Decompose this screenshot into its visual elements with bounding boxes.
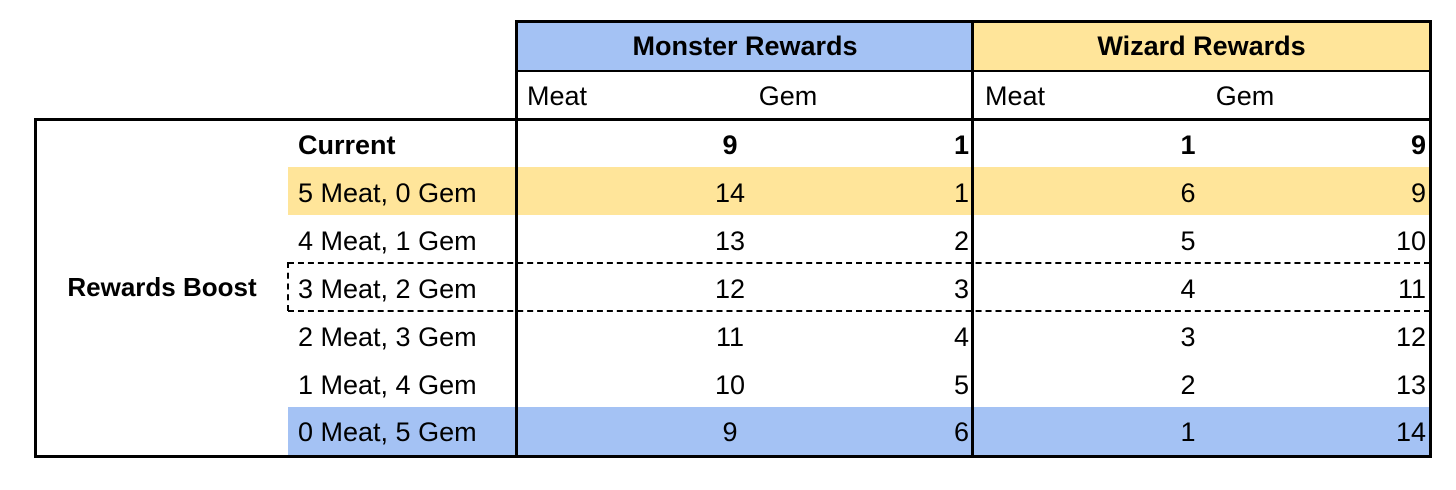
table-left-border [34,118,37,458]
wizard-meat-value: 2 [1180,369,1196,400]
monster-gem-value: 2 [953,225,969,256]
monster-gem-value: 1 [953,129,969,160]
row-label: 1 Meat, 4 Gem [298,369,477,400]
wizard-meat-value: 1 [1180,416,1196,447]
wizard-gem-value: 11 [1397,273,1426,304]
wizard-gem-value: 10 [1395,225,1426,256]
dashed-row-left-border [287,262,289,311]
wizard-meat-value: 1 [1180,129,1196,160]
row-label: 0 Meat, 5 Gem [298,416,477,447]
monster-meat-value: 13 [714,225,746,256]
wizard-meat-value: 6 [1180,177,1196,208]
row-label: 5 Meat, 0 Gem [298,177,477,208]
wizard-gem-value: 13 [1395,369,1426,400]
row-highlight-yellow [288,167,1430,215]
monster-gem-subheader: Gem [758,80,818,111]
dashed-row-top-border [288,262,1430,264]
wizard-gem-subheader: Gem [1215,80,1275,111]
monster-gem-value: 4 [953,321,969,352]
wizard-header-bg [973,22,1430,71]
wizard-gem-value: 9 [1410,129,1426,160]
monster-meat-value: 14 [714,177,746,208]
monster-wizard-divider [971,20,974,458]
monster-gem-value: 5 [953,369,969,400]
monster-meat-value: 9 [722,129,738,160]
rewards-boost-label: Rewards Boost [67,271,257,302]
wizard-meat-value: 3 [1180,321,1196,352]
row-label: 4 Meat, 1 Gem [298,225,477,256]
monster-gem-value: 1 [953,177,969,208]
row-label-current: Current [298,129,396,160]
monster-meat-value: 9 [722,416,738,447]
wizard-meat-value: 5 [1180,225,1196,256]
monster-header-bg [517,22,973,71]
monster-gem-value: 3 [953,273,969,304]
subheader-bottom-border [34,118,1432,121]
monster-gem-value: 6 [953,416,969,447]
wizard-gem-value: 12 [1395,321,1426,352]
monster-left-border [515,20,518,458]
table-bottom-border [34,455,1432,458]
monster-rewards-title: Monster Rewards [632,31,858,61]
monster-meat-value: 11 [715,321,745,352]
row-label: 3 Meat, 2 Gem [298,273,477,304]
monster-meat-value: 10 [714,369,746,400]
monster-meat-value: 12 [714,273,746,304]
wizard-meat-value: 4 [1180,273,1196,304]
wizard-meat-subheader: Meat [985,80,1046,111]
dashed-row-bottom-border [288,310,1430,312]
wizard-gem-value: 14 [1395,416,1426,447]
row-highlight-blue [288,407,1430,455]
monster-meat-subheader: Meat [527,80,588,111]
row-label: 2 Meat, 3 Gem [298,321,477,352]
wizard-gem-value: 9 [1410,177,1426,208]
table-right-border [1429,20,1432,458]
wizard-rewards-title: Wizard Rewards [1097,31,1306,61]
